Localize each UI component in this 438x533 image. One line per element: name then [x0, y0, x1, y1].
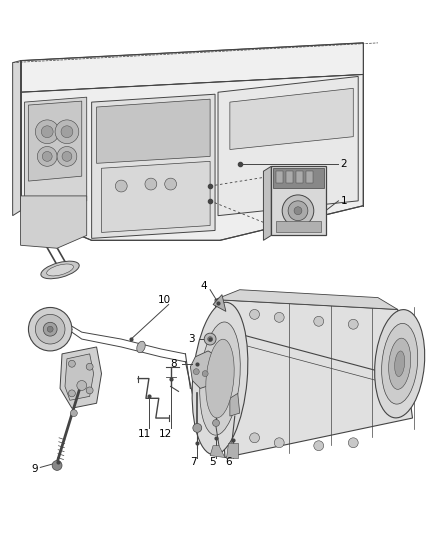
Polygon shape [21, 196, 87, 248]
Circle shape [42, 151, 52, 161]
Circle shape [274, 438, 284, 448]
Text: 9: 9 [31, 464, 38, 474]
Polygon shape [273, 168, 324, 188]
Ellipse shape [381, 324, 418, 404]
Circle shape [193, 369, 199, 375]
Text: 6: 6 [226, 457, 232, 467]
Circle shape [61, 126, 73, 138]
Circle shape [115, 180, 127, 192]
Text: 2: 2 [340, 159, 347, 169]
Circle shape [55, 120, 79, 143]
Circle shape [250, 310, 259, 319]
Circle shape [212, 419, 219, 426]
Polygon shape [213, 295, 226, 311]
Circle shape [274, 312, 284, 322]
Polygon shape [191, 351, 220, 389]
Circle shape [282, 195, 314, 227]
Ellipse shape [374, 310, 425, 418]
Text: 3: 3 [188, 334, 194, 344]
Polygon shape [65, 354, 94, 400]
Circle shape [193, 424, 202, 432]
Ellipse shape [46, 264, 74, 276]
Bar [306, 171, 313, 183]
Circle shape [348, 319, 358, 329]
Ellipse shape [41, 261, 79, 279]
Polygon shape [226, 443, 238, 457]
Circle shape [208, 337, 212, 342]
Circle shape [202, 370, 208, 377]
Circle shape [35, 314, 65, 344]
Text: 4: 4 [201, 281, 208, 291]
Polygon shape [218, 76, 358, 216]
Circle shape [47, 326, 53, 332]
Ellipse shape [192, 302, 248, 455]
Circle shape [86, 387, 93, 394]
Circle shape [86, 364, 93, 370]
Text: 7: 7 [190, 457, 197, 467]
Circle shape [68, 360, 75, 367]
Circle shape [145, 178, 157, 190]
Circle shape [77, 381, 87, 390]
Circle shape [250, 433, 259, 443]
Circle shape [314, 317, 324, 326]
Polygon shape [28, 101, 82, 181]
Circle shape [52, 461, 62, 471]
Circle shape [71, 410, 78, 417]
Text: 12: 12 [159, 429, 172, 439]
Ellipse shape [200, 322, 240, 435]
Bar [286, 171, 293, 183]
Polygon shape [230, 393, 240, 416]
Polygon shape [276, 221, 321, 232]
Ellipse shape [395, 351, 405, 376]
Polygon shape [215, 300, 413, 457]
Polygon shape [60, 347, 102, 408]
Text: 8: 8 [170, 359, 177, 369]
Polygon shape [271, 166, 325, 236]
Polygon shape [210, 446, 225, 457]
Circle shape [294, 207, 302, 215]
Ellipse shape [206, 339, 234, 418]
Polygon shape [230, 88, 353, 149]
Bar [276, 171, 283, 183]
Polygon shape [21, 75, 363, 240]
Circle shape [37, 147, 57, 166]
Circle shape [288, 201, 308, 221]
Text: 11: 11 [138, 429, 151, 439]
Circle shape [62, 151, 72, 161]
Polygon shape [21, 43, 363, 92]
Bar [296, 171, 303, 183]
Polygon shape [25, 97, 87, 206]
Ellipse shape [137, 341, 145, 353]
Polygon shape [96, 99, 210, 163]
Polygon shape [215, 290, 398, 310]
Polygon shape [102, 161, 210, 232]
Polygon shape [263, 166, 271, 240]
Circle shape [165, 178, 177, 190]
Circle shape [41, 126, 53, 138]
Circle shape [57, 147, 77, 166]
Ellipse shape [389, 338, 411, 389]
Circle shape [43, 322, 57, 336]
Text: 1: 1 [340, 196, 347, 206]
Text: 5: 5 [209, 457, 215, 467]
Polygon shape [92, 94, 215, 238]
Text: 10: 10 [158, 295, 171, 304]
Polygon shape [13, 61, 21, 216]
Circle shape [204, 333, 216, 345]
Circle shape [35, 120, 59, 143]
Circle shape [28, 308, 72, 351]
Circle shape [348, 438, 358, 448]
Circle shape [314, 441, 324, 450]
Circle shape [68, 390, 75, 397]
